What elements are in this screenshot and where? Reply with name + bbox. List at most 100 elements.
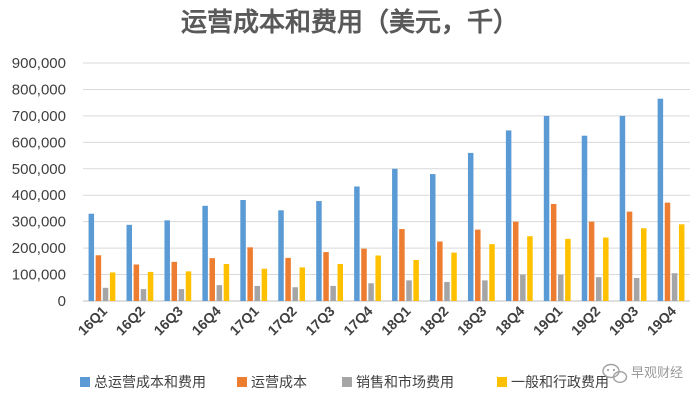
x-tick-label: 16Q2	[112, 303, 148, 339]
wechat-icon	[602, 363, 628, 384]
bar	[240, 199, 246, 301]
bar	[102, 287, 109, 301]
bar	[375, 255, 381, 301]
legend-label: 一般和行政费用	[511, 375, 609, 391]
bar	[527, 236, 533, 301]
bar	[520, 274, 526, 301]
bar	[178, 289, 185, 301]
y-tick-label: 0	[58, 293, 66, 310]
bar	[640, 228, 647, 301]
x-tick-label: 19Q4	[644, 303, 680, 339]
bar	[88, 213, 95, 301]
bar	[185, 271, 192, 301]
bar	[261, 268, 268, 301]
bar	[626, 211, 633, 301]
y-tick-label: 300,000	[12, 214, 66, 231]
bar	[588, 221, 595, 301]
legend-label: 销售和市场费用	[356, 374, 454, 391]
x-tick-label: 18Q3	[454, 303, 490, 339]
watermark: 早观财经	[602, 363, 683, 384]
bar	[140, 289, 147, 301]
x-tick-label: 16Q3	[150, 303, 186, 339]
bar	[657, 98, 664, 301]
bar	[430, 174, 436, 301]
bar	[595, 277, 602, 301]
bar	[316, 201, 322, 301]
y-axis: 0 100,000 200,000 300,000 400,000 500,000 600,…	[12, 55, 66, 310]
bar	[633, 277, 640, 301]
x-tick-label: 19Q1	[530, 303, 566, 339]
legend: 总运营成本和费用 运营成本 销售和市场费用 一般和行政费用	[80, 374, 609, 391]
x-tick-label: 17Q1	[226, 303, 262, 339]
x-tick-label: 18Q2	[416, 303, 452, 339]
legend-label: 运营成本	[251, 375, 307, 391]
bar	[133, 264, 140, 301]
bar	[323, 252, 329, 301]
bar	[126, 224, 133, 301]
legend-swatch	[497, 377, 507, 387]
bar	[368, 283, 374, 301]
bar	[216, 285, 223, 301]
chart-title: 运营成本和费用（美元，千）	[181, 7, 519, 38]
bar	[451, 252, 457, 301]
x-tick-label: 19Q3	[606, 303, 642, 339]
bar	[678, 224, 685, 301]
legend-swatch	[80, 377, 90, 387]
bar	[299, 267, 306, 301]
bar	[337, 263, 343, 301]
bar	[619, 115, 626, 301]
bar	[223, 263, 230, 301]
y-tick-label: 900,000	[12, 55, 66, 72]
bar	[285, 257, 291, 301]
bar	[164, 220, 170, 301]
bar	[475, 229, 481, 301]
watermark-text: 早观财经	[631, 366, 683, 381]
y-tick-label: 600,000	[12, 134, 66, 151]
y-tick-label: 100,000	[12, 267, 66, 284]
bar	[254, 285, 261, 301]
bar	[209, 258, 215, 301]
x-tick-label: 18Q4	[492, 303, 528, 339]
bar	[558, 274, 564, 301]
bar	[406, 280, 412, 301]
y-tick-label: 200,000	[12, 240, 66, 257]
x-tick-label: 17Q4	[340, 303, 376, 339]
x-tick-label: 18Q1	[378, 303, 414, 339]
bar	[109, 272, 116, 301]
bar	[664, 202, 671, 301]
x-tick-label: 17Q3	[302, 303, 338, 339]
bar	[565, 238, 571, 301]
bar	[444, 281, 450, 301]
bar	[467, 152, 474, 301]
bar	[292, 287, 298, 301]
bar	[581, 135, 588, 301]
bar	[330, 285, 336, 301]
bar	[671, 273, 678, 301]
bar	[354, 186, 360, 301]
bar	[399, 229, 405, 301]
bar	[550, 203, 557, 301]
bar	[392, 168, 398, 301]
gridlines	[83, 62, 690, 302]
legend-swatch	[237, 377, 247, 387]
bar	[505, 130, 512, 301]
y-tick-label: 800,000	[12, 81, 66, 98]
y-tick-label: 400,000	[12, 187, 66, 204]
bar	[413, 260, 419, 301]
bar	[437, 241, 443, 301]
bar	[512, 221, 519, 301]
bar	[171, 261, 178, 301]
x-axis: 16Q1 16Q2 16Q3 16Q4 17Q1 17Q2 17Q3 17Q4 18Q1 18Q2…	[75, 303, 680, 339]
bar	[278, 210, 284, 301]
bar	[202, 205, 208, 301]
legend-swatch	[342, 377, 352, 387]
x-tick-label: 19Q2	[568, 303, 604, 339]
bar	[361, 248, 367, 301]
bar	[482, 280, 488, 301]
bar	[543, 115, 550, 301]
x-tick-label: 16Q1	[75, 303, 111, 339]
x-tick-label: 17Q2	[264, 303, 300, 339]
bar	[603, 237, 609, 301]
bar	[147, 271, 154, 301]
